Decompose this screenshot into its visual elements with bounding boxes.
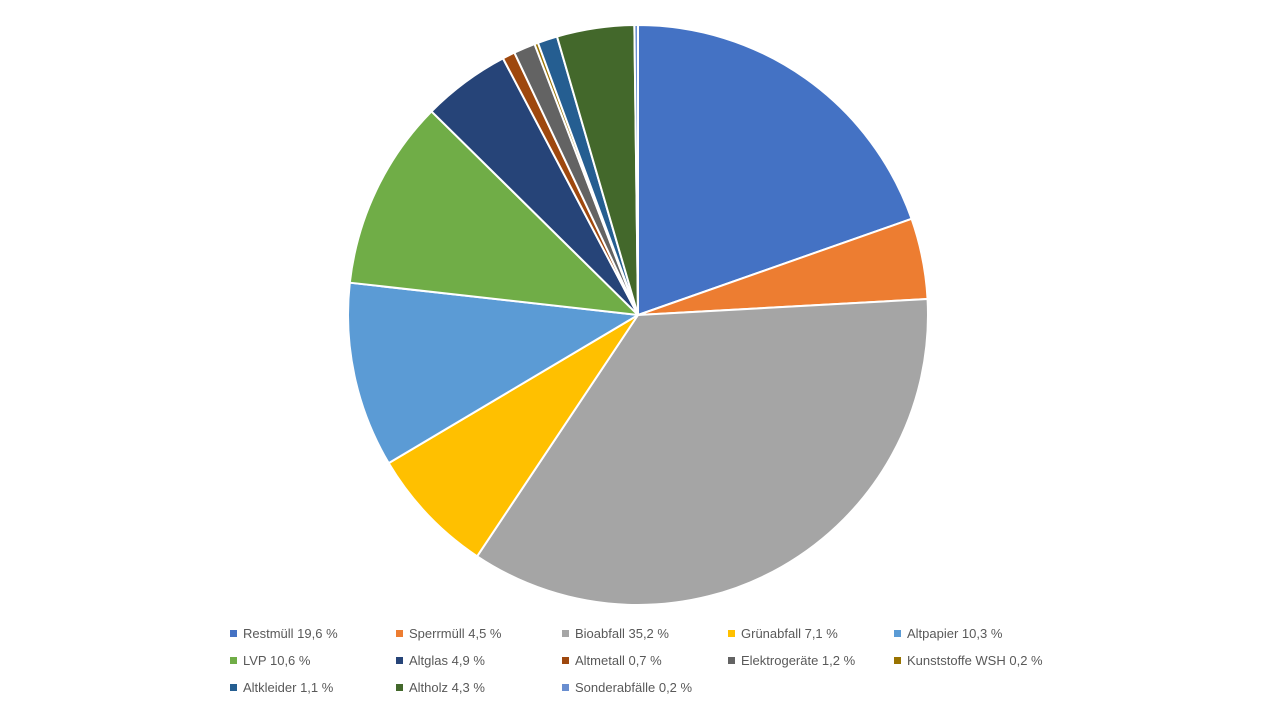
legend: Restmüll 19,6 % Sperrmüll 4,5 % Bioabfall … <box>230 625 1110 695</box>
legend-item-2: Bioabfall 35,2 % <box>562 625 728 641</box>
legend-item-7: Altmetall 0,7 % <box>562 652 728 668</box>
pie-slice-2 <box>476 298 929 606</box>
legend-swatch <box>230 629 237 637</box>
legend-label: LVP 10,6 % <box>243 652 311 668</box>
legend-label: Bioabfall 35,2 % <box>575 625 669 641</box>
legend-label: Sonderabfälle 0,2 % <box>575 679 693 695</box>
pie-slice-4 <box>347 281 639 465</box>
legend-item-3: Grünabfall 7,1 % <box>728 625 894 641</box>
legend-item-8: Elektrogeräte 1,2 % <box>728 652 894 668</box>
legend-label: Elektrogeräte 1,2 % <box>741 652 856 668</box>
pie-slice-3 <box>387 314 639 558</box>
legend-item-11: Altholz 4,3 % <box>396 679 562 695</box>
legend-label: Altpapier 10,3 % <box>907 625 1003 641</box>
legend-swatch <box>894 656 901 664</box>
legend-swatch <box>396 629 403 637</box>
pie-slice-12 <box>633 23 639 316</box>
legend-label: Restmüll 19,6 % <box>243 625 338 641</box>
legend-item-9: Kunststoffe WSH 0,2 % <box>894 652 1094 668</box>
legend-swatch <box>396 656 403 664</box>
legend-swatch <box>230 683 237 691</box>
legend-swatch <box>562 629 569 637</box>
pie-slice-5 <box>348 110 639 316</box>
legend-label: Altkleider 1,1 % <box>243 679 334 695</box>
legend-item-0: Restmüll 19,6 % <box>230 625 396 641</box>
legend-label: Altholz 4,3 % <box>409 679 485 695</box>
legend-label: Sperrmüll 4,5 % <box>409 625 502 641</box>
legend-item-4: Altpapier 10,3 % <box>894 625 1094 641</box>
legend-item-6: Altglas 4,9 % <box>396 652 562 668</box>
legend-label: Kunststoffe WSH 0,2 % <box>907 652 1043 668</box>
legend-item-12: Sonderabfälle 0,2 % <box>562 679 728 695</box>
legend-swatch <box>894 629 901 637</box>
legend-label: Altglas 4,9 % <box>409 652 485 668</box>
legend-swatch <box>562 683 569 691</box>
legend-swatch <box>230 656 237 664</box>
legend-item-5: LVP 10,6 % <box>230 652 396 668</box>
legend-swatch <box>562 656 569 664</box>
legend-item-1: Sperrmüll 4,5 % <box>396 625 562 641</box>
legend-swatch <box>728 656 735 664</box>
legend-label: Altmetall 0,7 % <box>575 652 662 668</box>
legend-label: Grünabfall 7,1 % <box>741 625 838 641</box>
legend-swatch <box>396 683 403 691</box>
legend-item-10: Altkleider 1,1 % <box>230 679 396 695</box>
legend-swatch <box>728 629 735 637</box>
